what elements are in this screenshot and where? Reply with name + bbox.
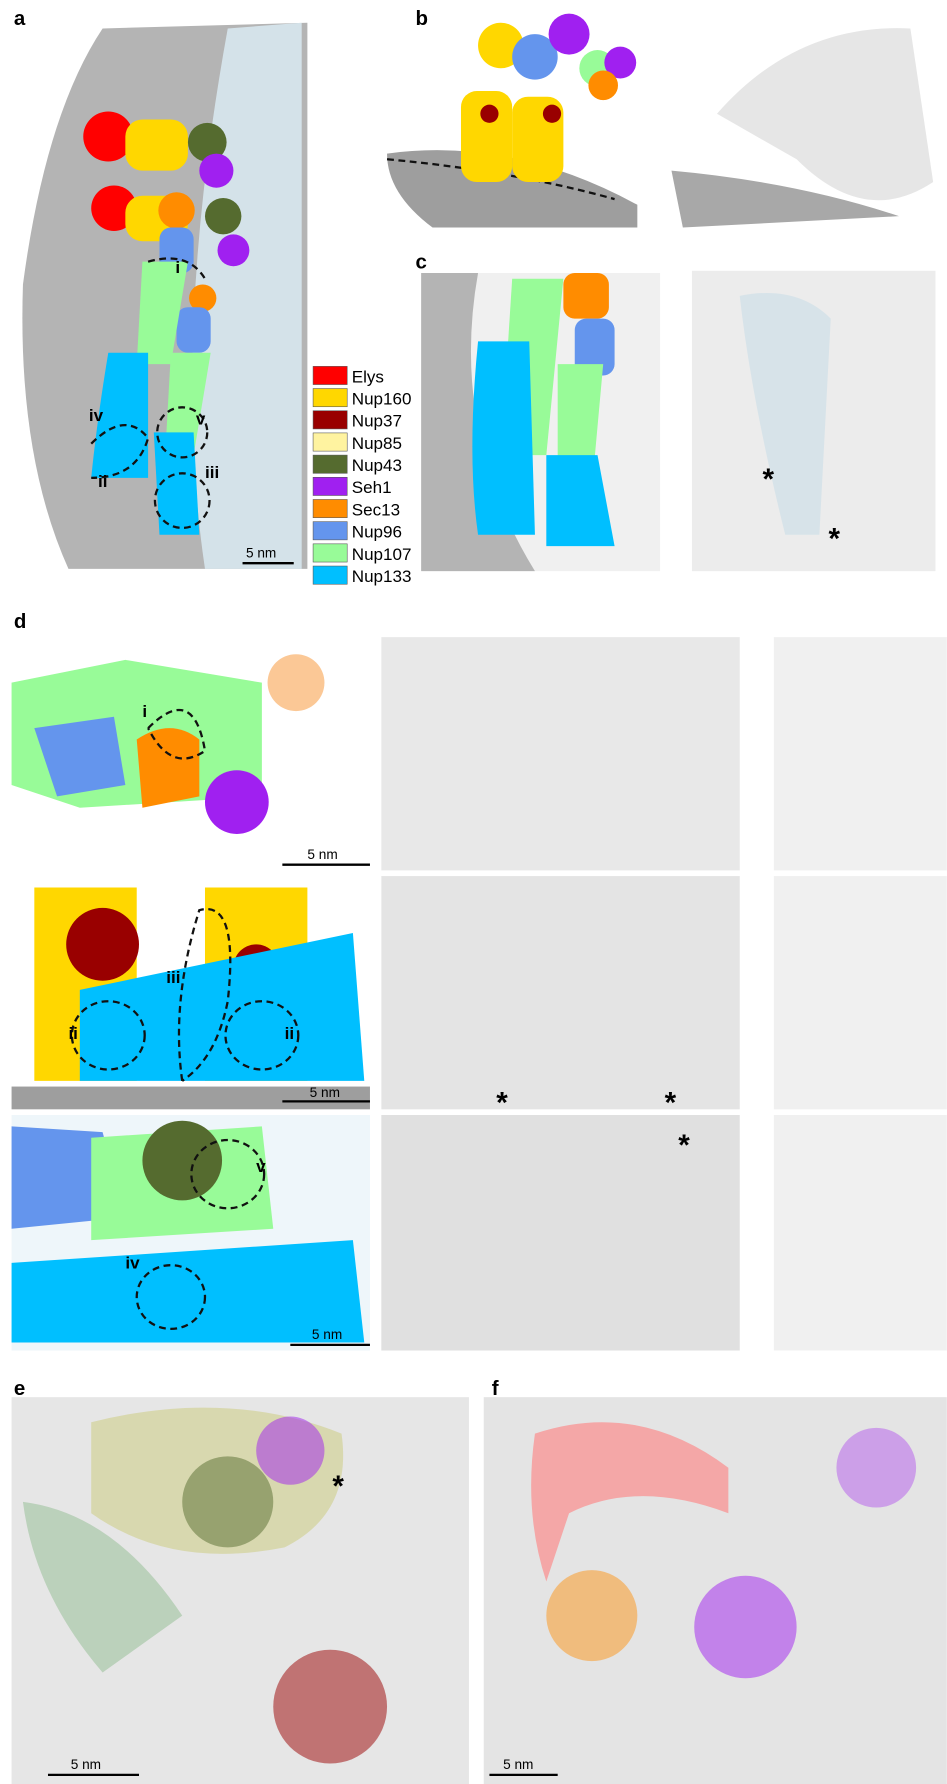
shape — [137, 728, 200, 808]
legend-swatch — [313, 389, 347, 407]
shape — [774, 1115, 947, 1351]
legend-label: Nup96 — [352, 523, 402, 542]
panel-d — [12, 637, 947, 1350]
legend-swatch — [313, 433, 347, 451]
label: 5 nm — [307, 847, 337, 862]
shape — [480, 105, 498, 123]
panel-ef — [12, 1397, 947, 1784]
legend-swatch — [313, 522, 347, 540]
label: iii — [166, 968, 180, 987]
shape — [543, 105, 561, 123]
label: c — [415, 251, 426, 274]
label: 5 nm — [246, 545, 276, 560]
label: f — [492, 1377, 499, 1400]
label: 5 nm — [503, 1757, 533, 1772]
legend-swatch — [313, 411, 347, 429]
shape — [205, 770, 269, 834]
legend-label: Elys — [352, 367, 384, 386]
shape — [472, 341, 535, 534]
label: ii — [98, 472, 107, 491]
shape — [381, 876, 739, 1109]
label: * — [828, 522, 840, 555]
label: iii — [205, 463, 219, 482]
legend-label: Sec13 — [352, 500, 400, 519]
label: * — [332, 1470, 344, 1503]
legend-swatch — [313, 455, 347, 473]
shape — [177, 307, 211, 353]
shape — [205, 198, 241, 234]
shape — [268, 654, 325, 711]
shape — [158, 192, 194, 228]
label: v — [256, 1157, 266, 1176]
panel-a — [22, 23, 307, 569]
label: a — [14, 7, 26, 30]
legend-swatch — [313, 499, 347, 517]
label: ii — [285, 1024, 294, 1043]
shape — [694, 1576, 796, 1678]
legend-label: Nup43 — [352, 456, 402, 475]
shape — [142, 1121, 222, 1201]
legend-label: Nup37 — [352, 412, 402, 431]
shape — [273, 1650, 387, 1764]
label: b — [415, 7, 428, 30]
legend: Elys Nup160 Nup37 Nup85 Nup43 Seh1 Sec13 Nup96 N… — [313, 366, 411, 586]
label: * — [496, 1087, 508, 1120]
label: * — [665, 1087, 677, 1120]
label: i — [175, 258, 180, 277]
label: d — [14, 610, 27, 633]
legend-label: Seh1 — [352, 478, 392, 497]
label: * — [762, 463, 774, 496]
legend-label: Nup160 — [352, 389, 412, 408]
shape — [588, 71, 618, 101]
legend-swatch — [313, 544, 347, 562]
figure: Elys Nup160 Nup37 Nup85 Nup43 Seh1 Sec13 Nup96 N… — [0, 0, 947, 1784]
shape — [381, 637, 739, 870]
label: v — [196, 409, 206, 428]
shape — [182, 1456, 273, 1547]
shape — [125, 119, 188, 170]
label: iv — [89, 406, 104, 425]
legend-swatch — [313, 366, 347, 384]
shape — [218, 234, 250, 266]
shape — [549, 14, 590, 55]
shape — [461, 91, 512, 182]
legend-label: Nup107 — [352, 545, 412, 564]
legend-label: Nup133 — [352, 567, 412, 586]
label: e — [14, 1377, 25, 1400]
label: 5 nm — [310, 1085, 340, 1100]
label: i — [142, 702, 147, 721]
label: iv — [125, 1254, 140, 1273]
legend-swatch — [313, 566, 347, 584]
shape — [546, 1570, 637, 1661]
shape — [774, 637, 947, 870]
legend-swatch — [313, 477, 347, 495]
label: 5 nm — [71, 1757, 101, 1772]
shape — [774, 876, 947, 1109]
label: 5 nm — [312, 1327, 342, 1342]
label: * — [678, 1129, 690, 1162]
shape — [199, 154, 233, 188]
shape — [836, 1428, 916, 1508]
legend-label: Nup85 — [352, 434, 402, 453]
label: ii — [68, 1024, 77, 1043]
shape — [66, 908, 139, 981]
shape — [563, 273, 609, 319]
shape — [717, 28, 933, 200]
panel-c — [421, 271, 935, 571]
shape — [256, 1417, 324, 1485]
panel-b — [387, 14, 933, 228]
